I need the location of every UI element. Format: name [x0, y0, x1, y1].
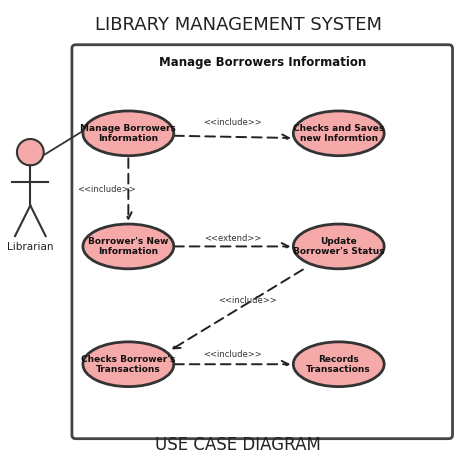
- Text: <<extend>>: <<extend>>: [204, 234, 261, 243]
- Ellipse shape: [293, 224, 384, 269]
- Circle shape: [17, 139, 44, 165]
- Text: USE CASE DIAGRAM: USE CASE DIAGRAM: [155, 436, 321, 454]
- Text: Update
Borrower's Status: Update Borrower's Status: [293, 237, 384, 256]
- Text: Checks Borrower's
Transactions: Checks Borrower's Transactions: [81, 355, 175, 374]
- Text: <<include>>: <<include>>: [219, 296, 277, 305]
- Text: <<include>>: <<include>>: [203, 350, 262, 359]
- Text: Checks and Saves
new Informtion: Checks and Saves new Informtion: [293, 124, 384, 143]
- Ellipse shape: [83, 111, 174, 156]
- Text: Records
Transactions: Records Transactions: [306, 355, 371, 374]
- Text: Borrower's New
Information: Borrower's New Information: [88, 237, 169, 256]
- Text: Librarian: Librarian: [7, 242, 54, 252]
- Text: <<include>>: <<include>>: [77, 185, 136, 194]
- Text: Manage Borrowers Information: Manage Borrowers Information: [159, 55, 366, 69]
- Text: LIBRARY MANAGEMENT SYSTEM: LIBRARY MANAGEMENT SYSTEM: [95, 16, 382, 34]
- Ellipse shape: [83, 224, 174, 269]
- Ellipse shape: [293, 342, 384, 387]
- Text: <<include>>: <<include>>: [203, 118, 262, 128]
- Ellipse shape: [293, 111, 384, 156]
- Text: Manage Borrowers
Information: Manage Borrowers Information: [81, 124, 176, 143]
- Ellipse shape: [83, 342, 174, 387]
- FancyBboxPatch shape: [72, 45, 453, 438]
